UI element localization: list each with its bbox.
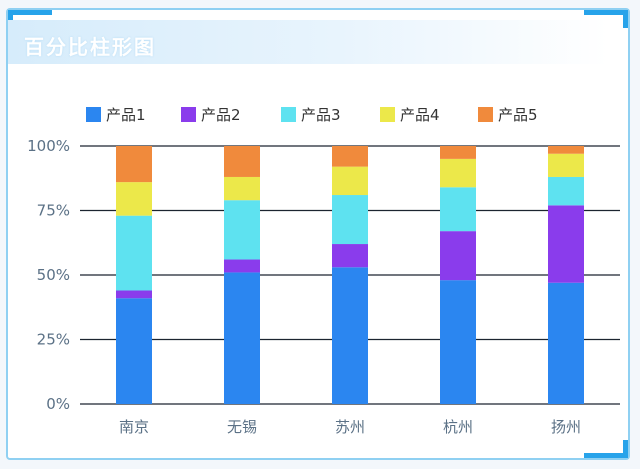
bar-segment [548, 176, 584, 206]
legend-swatch [86, 107, 101, 122]
bar-segment [332, 267, 368, 404]
bar-segment [224, 272, 260, 404]
y-tick-label: 0% [46, 395, 70, 413]
legend-label: 产品2 [201, 106, 241, 124]
bar-segment [332, 166, 368, 196]
x-tick-label: 苏州 [335, 418, 365, 436]
y-tick-label: 100% [27, 137, 70, 155]
legend-swatch [380, 107, 395, 122]
chart-card [6, 8, 630, 460]
x-tick-label: 无锡 [227, 418, 257, 436]
bar-segment [224, 259, 260, 273]
y-tick-label: 50% [37, 266, 70, 284]
legend-swatch [478, 107, 493, 122]
bar-segment [332, 244, 368, 268]
bar-segment [224, 146, 260, 177]
bar-segment [548, 282, 584, 404]
bar-segment [548, 153, 584, 177]
corner-decoration [584, 440, 628, 458]
bar-segment [116, 182, 152, 216]
legend-swatch [181, 107, 196, 122]
x-tick-label: 南京 [119, 418, 149, 436]
bar-segment [548, 205, 584, 283]
bar-segment [332, 195, 368, 245]
corner-decoration [584, 10, 628, 28]
bar-segment [440, 146, 476, 159]
x-tick-label: 杭州 [443, 418, 473, 436]
bar-segment [440, 231, 476, 281]
corner-decoration [8, 10, 52, 28]
legend-label: 产品1 [106, 106, 146, 124]
x-tick-label: 扬州 [551, 418, 581, 436]
legend-swatch [281, 107, 296, 122]
bar-segment [116, 215, 152, 291]
y-tick-label: 25% [37, 331, 70, 349]
bar-segment [224, 176, 260, 201]
chart-title: 百分比柱形图 [24, 35, 156, 59]
bar-segment [224, 200, 260, 260]
bar-segment [116, 298, 152, 404]
legend-label: 产品5 [498, 106, 538, 124]
bar-segment [440, 280, 476, 404]
bar-segment [440, 187, 476, 232]
bar-segment [332, 146, 368, 167]
bar-segment [116, 290, 152, 299]
y-tick-label: 75% [37, 202, 70, 220]
legend-label: 产品4 [400, 106, 440, 124]
legend-label: 产品3 [301, 106, 341, 124]
bar-segment [116, 146, 152, 183]
bar-segment [548, 146, 584, 154]
title-bar [8, 20, 608, 64]
bar-segment [440, 158, 476, 188]
